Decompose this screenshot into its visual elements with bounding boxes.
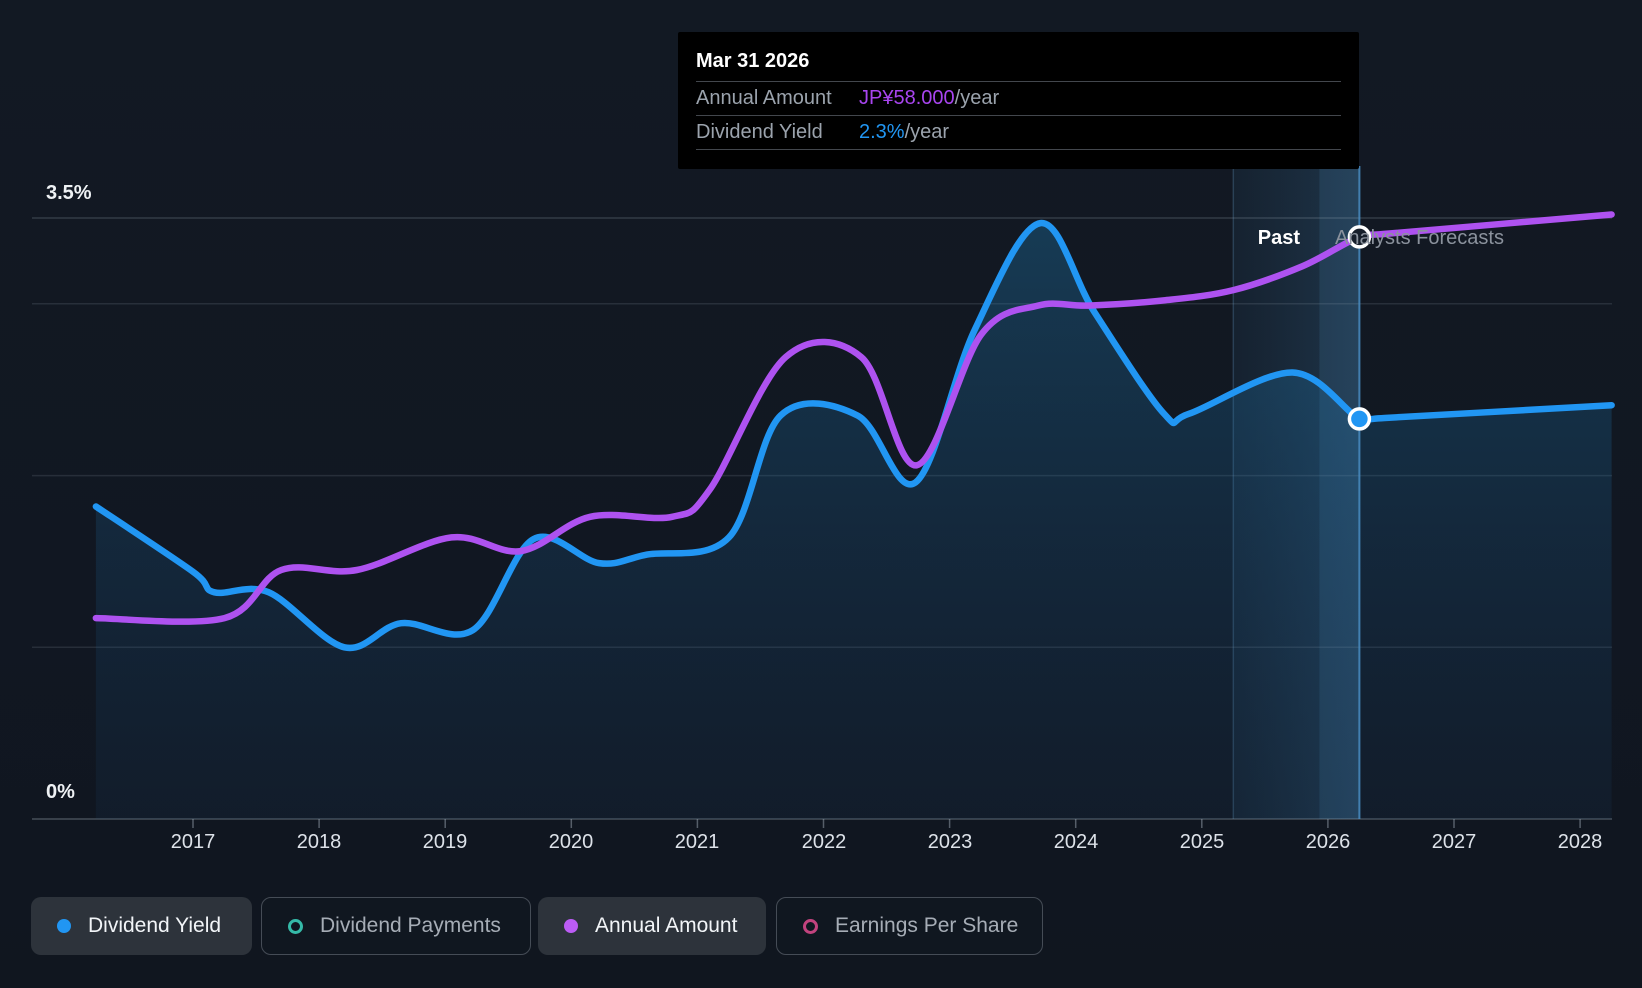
analysts-forecasts-label: Analysts Forecasts bbox=[1335, 227, 1504, 249]
legend-label: Dividend Payments bbox=[320, 914, 501, 937]
tooltip-row-label: Annual Amount bbox=[696, 87, 832, 109]
tooltip-row-suffix: /year bbox=[904, 121, 950, 143]
year-label-2017: 2017 bbox=[170, 831, 216, 853]
earnings-per-share-swatch-icon bbox=[803, 918, 818, 934]
legend-chip-dividend-payments[interactable]: Dividend Payments bbox=[261, 897, 531, 955]
area-dividend-yield bbox=[95, 223, 1612, 819]
year-label-2024: 2024 bbox=[1053, 831, 1099, 853]
y-axis-bottom-label: 0% bbox=[46, 781, 75, 803]
year-label-2027: 2027 bbox=[1431, 831, 1477, 853]
year-label-2018: 2018 bbox=[296, 831, 342, 853]
tooltip-row: Dividend Yield 2.3% /year bbox=[696, 116, 1341, 150]
marker-dividend-yield[interactable] bbox=[1347, 407, 1372, 431]
legend-label: Earnings Per Share bbox=[835, 914, 1019, 937]
year-label-2028: 2028 bbox=[1557, 831, 1603, 853]
past-label: Past bbox=[1257, 227, 1300, 249]
tooltip-date: Mar 31 2026 bbox=[696, 32, 1341, 82]
year-label-2025: 2025 bbox=[1179, 831, 1225, 853]
line-dividend-yield bbox=[92, 219, 1615, 652]
marker-annual-amount[interactable] bbox=[1347, 225, 1372, 249]
year-label-2019: 2019 bbox=[422, 831, 468, 853]
tooltip-row-label: Dividend Yield bbox=[696, 121, 823, 143]
chart-tooltip: Mar 31 2026 Annual Amount JP¥58.000 /yea… bbox=[678, 32, 1359, 169]
line-annual-amount bbox=[92, 211, 1615, 625]
tooltip-row: Annual Amount JP¥58.000 /year bbox=[696, 82, 1341, 116]
year-label-2022: 2022 bbox=[801, 831, 847, 853]
year-label-2023: 2023 bbox=[927, 831, 973, 853]
tooltip-row-value: 2.3% bbox=[859, 121, 905, 143]
dividend-yield-swatch-icon bbox=[57, 919, 71, 933]
tooltip-row-value: JP¥58.000 bbox=[859, 87, 955, 109]
annual-amount-swatch-icon bbox=[564, 919, 578, 933]
dividend-payments-swatch-icon bbox=[288, 918, 303, 934]
tooltip-row-suffix: /year bbox=[954, 87, 1000, 109]
dividend-history-chart[interactable] bbox=[0, 0, 1642, 880]
year-label-2026: 2026 bbox=[1305, 831, 1351, 853]
legend-label: Dividend Yield bbox=[88, 914, 222, 937]
legend-chip-dividend-yield[interactable]: Dividend Yield bbox=[31, 897, 252, 955]
year-label-2021: 2021 bbox=[674, 831, 720, 853]
y-axis-top-label: 3.5% bbox=[46, 182, 92, 204]
legend-chip-annual-amount[interactable]: Annual Amount bbox=[538, 897, 766, 955]
year-label-2020: 2020 bbox=[548, 831, 594, 853]
legend-label: Annual Amount bbox=[595, 914, 738, 937]
legend-chip-earnings-per-share[interactable]: Earnings Per Share bbox=[776, 897, 1043, 955]
